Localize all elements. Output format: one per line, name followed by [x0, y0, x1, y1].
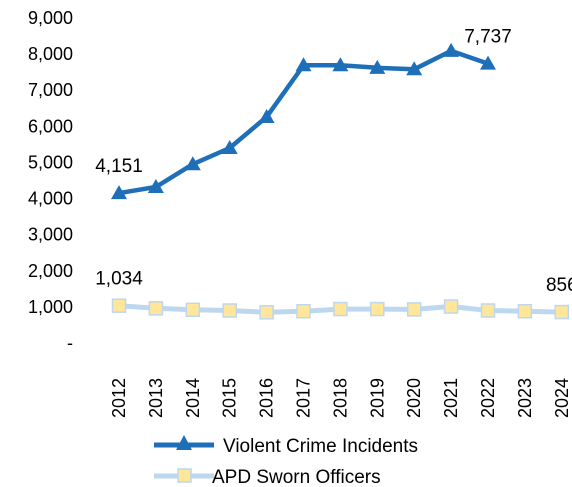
data-point-square: [296, 303, 311, 319]
y-tick-label: 9,000: [28, 8, 73, 28]
data-point-square: [517, 303, 533, 319]
data-point-triangle: [184, 156, 201, 171]
x-tick-label: 2021: [441, 378, 461, 418]
data-point-triangle: [332, 57, 349, 72]
x-tick-label: 2013: [146, 378, 166, 418]
data-point-square: [111, 298, 127, 313]
data-label: 856: [546, 275, 572, 296]
data-point-triangle: [111, 185, 127, 200]
triangle-marker-icon: [176, 435, 192, 450]
data-labels: 4,151 7,737 1,034 856: [95, 27, 572, 296]
data-point-triangle: [295, 57, 312, 72]
legend-item-apd-sworn: APD Sworn Officers: [154, 467, 381, 487]
x-tick-label: 2012: [109, 378, 129, 418]
y-tick-label: -: [67, 333, 73, 353]
y-tick-label: 6,000: [28, 116, 73, 136]
y-tick-label: 3,000: [28, 225, 73, 245]
data-point-square: [480, 303, 496, 318]
data-label: 4,151: [95, 156, 143, 177]
data-point-square: [554, 304, 570, 320]
x-tick-label: 2023: [515, 378, 535, 418]
legend-label-violent-crime: Violent Crime Incidents: [223, 436, 418, 457]
series-line-violent-crime-incidents: [118, 48, 489, 196]
x-tick-label: 2019: [367, 378, 387, 418]
y-tick-label: 4,000: [28, 189, 73, 209]
x-tick-label: 2024: [552, 378, 572, 418]
series-group: [111, 42, 570, 320]
data-point-square: [370, 301, 385, 317]
y-tick-label: 8,000: [28, 44, 73, 64]
y-tick-label: 2,000: [28, 261, 73, 281]
x-tick-label: 2016: [257, 378, 277, 418]
x-tick-label: 2014: [183, 378, 203, 418]
data-point-triangle: [480, 55, 496, 70]
data-point-triangle: [221, 140, 238, 154]
data-point-triangle: [258, 108, 275, 123]
y-axis-tick-labels: - 1,000 2,000 3,000 4,000 5,000 6,000 7,000 8,00…: [28, 8, 73, 353]
x-tick-label: 2015: [220, 378, 240, 418]
data-label: 7,737: [464, 27, 512, 48]
x-tick-label: 2020: [404, 378, 424, 418]
data-point-triangle: [369, 59, 386, 74]
x-tick-label: 2018: [330, 378, 350, 418]
legend-item-violent-crime: Violent Crime Incidents: [154, 435, 418, 457]
y-tick-label: 5,000: [28, 152, 73, 172]
y-tick-label: 7,000: [28, 80, 73, 100]
x-tick-label: 2022: [478, 378, 498, 418]
data-point-triangle: [406, 61, 423, 76]
data-point-square: [185, 302, 201, 318]
data-point-square: [222, 303, 237, 318]
data-point-square: [259, 305, 274, 320]
data-point-square: [443, 299, 459, 314]
data-point-triangle: [147, 179, 164, 193]
y-tick-label: 1,000: [28, 297, 73, 317]
data-point-triangle: [443, 42, 460, 57]
data-point-square: [406, 302, 422, 317]
x-axis-tick-labels: 2012 2013 2014 2015 2016 2017 2018 2019 2020 2021…: [109, 378, 572, 418]
data-point-square: [148, 301, 164, 316]
legend-label-apd-sworn: APD Sworn Officers: [212, 467, 381, 487]
data-point-square: [333, 301, 348, 317]
data-label: 1,034: [95, 269, 143, 290]
square-marker-icon: [177, 468, 192, 483]
x-tick-label: 2017: [294, 378, 314, 418]
legend: Violent Crime Incidents APD Sworn Office…: [154, 435, 418, 487]
